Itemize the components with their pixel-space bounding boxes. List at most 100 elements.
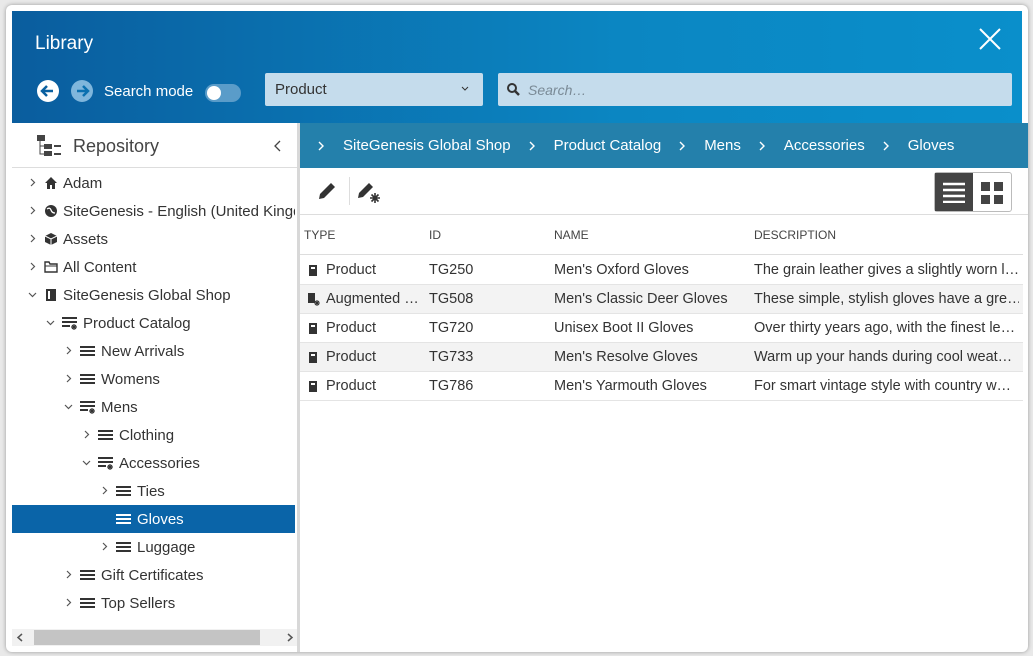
header: Library Search mode Product Search…	[12, 11, 1022, 123]
table-cell: TG720	[429, 320, 474, 336]
tree-icon	[80, 568, 96, 582]
expander	[28, 290, 38, 300]
library-dialog: Library Search mode Product Search… Repo…	[6, 5, 1028, 652]
tree-item[interactable]: Accessories	[12, 449, 295, 477]
tree-label: SiteGenesis - English (United Kingdom	[63, 202, 295, 220]
breadcrumb-item[interactable]: Product Catalog	[553, 137, 662, 154]
grid-view-button[interactable]	[981, 182, 1003, 204]
tree-item[interactable]: Womens	[12, 365, 295, 393]
tree-label: New Arrivals	[101, 342, 185, 360]
expander	[46, 318, 56, 328]
tree-item[interactable]: Assets	[12, 225, 295, 253]
table-row[interactable]: Product TG720 Unisex Boot II Gloves Over th…	[300, 314, 1023, 343]
tree-item[interactable]: Clothing	[12, 421, 295, 449]
breadcrumb-separator	[318, 141, 325, 151]
column-header[interactable]: ID	[429, 228, 441, 242]
table-cell: The grain leather gives a slightly worn …	[754, 262, 1019, 278]
list-view-button[interactable]	[935, 173, 973, 211]
search-input[interactable]: Search…	[498, 73, 1012, 106]
table-cell: Men's Resolve Gloves	[554, 349, 698, 365]
tree-label: Adam	[63, 174, 103, 192]
search-mode-label: Search mode	[104, 83, 194, 100]
sidebar-title: Repository	[73, 136, 160, 156]
dropdown-value: Product	[275, 81, 327, 98]
breadcrumb-separator	[529, 141, 536, 151]
breadcrumb-separator	[883, 141, 890, 151]
tree-label: Top Sellers	[101, 594, 176, 612]
tree-item[interactable]: Gloves	[12, 505, 295, 533]
tree-icon	[116, 512, 132, 526]
tree-item[interactable]: Gift Certificates	[12, 561, 295, 589]
tree-item[interactable]: New Arrivals	[12, 337, 295, 365]
breadcrumb-item[interactable]: Gloves	[907, 137, 955, 154]
table-cell: Product	[326, 262, 376, 278]
expander	[28, 234, 38, 244]
toolbar	[300, 168, 1028, 215]
table-cell: These simple, stylish gloves have a gre…	[754, 291, 1019, 307]
expander	[28, 178, 38, 188]
expander	[64, 346, 74, 356]
table-cell: For smart vintage style with country w…	[754, 378, 1012, 394]
table-cell: TG508	[429, 291, 474, 307]
column-header[interactable]: NAME	[554, 228, 589, 242]
tree-item[interactable]: SiteGenesis - English (United Kingdom	[12, 197, 295, 225]
forward-button[interactable]	[70, 79, 94, 103]
table-cell: Augmented …	[326, 291, 419, 307]
back-button[interactable]	[36, 79, 60, 103]
expander	[64, 374, 74, 384]
tree-item[interactable]: All Content	[12, 253, 295, 281]
tree-icon	[44, 232, 58, 246]
breadcrumb-item[interactable]: Accessories	[783, 137, 865, 154]
table: TYPE ID NAME DESCRIPTION Product TG250 Men's O…	[300, 215, 1023, 615]
type-dropdown[interactable]: Product	[265, 73, 483, 106]
table-row[interactable]: Product TG250 Men's Oxford Gloves The grain…	[300, 256, 1023, 285]
tree-label: Luggage	[137, 538, 196, 556]
tree-item[interactable]: Mens	[12, 393, 295, 421]
tree-item[interactable]: Top Sellers	[12, 589, 295, 617]
splitter[interactable]	[297, 123, 300, 652]
sidebar-header: Repository	[12, 123, 297, 168]
breadcrumb-item[interactable]: Mens	[704, 137, 741, 154]
table-cell: Men's Classic Deer Gloves	[554, 291, 728, 307]
tree-label: Ties	[137, 482, 165, 500]
table-cell: Unisex Boot II Gloves	[554, 320, 694, 336]
column-header[interactable]: TYPE	[304, 228, 336, 242]
tree-icon	[80, 400, 96, 414]
tree-label: Product Catalog	[83, 314, 191, 332]
tree-icon	[98, 428, 114, 442]
tree-label: Mens	[101, 398, 138, 416]
collapse-sidebar[interactable]	[273, 140, 283, 152]
table-cell: Product	[326, 349, 376, 365]
tree-item[interactable]: Adam	[12, 169, 295, 197]
tree-item[interactable]: SiteGenesis Global Shop	[12, 281, 295, 309]
table-row[interactable]: Augmented … TG508 Men's Classic Deer Glove…	[300, 285, 1023, 314]
tree-label: Accessories	[119, 454, 200, 472]
search-mode-toggle[interactable]	[205, 84, 241, 102]
horizontal-scrollbar[interactable]	[12, 629, 297, 646]
tree-label: SiteGenesis Global Shop	[63, 286, 231, 304]
breadcrumb: SiteGenesis Global Shop Product Catalog Me…	[300, 123, 1028, 168]
title: Library	[35, 33, 94, 54]
table-cell: Men's Oxford Gloves	[554, 262, 689, 278]
view-switch	[934, 172, 1012, 212]
table-row[interactable]: Product TG733 Men's Resolve Gloves Warm up …	[300, 343, 1023, 372]
table-row[interactable]: Product TG786 Men's Yarmouth Gloves For sma…	[300, 372, 1023, 401]
expander	[64, 570, 74, 580]
tree-item[interactable]: Product Catalog	[12, 309, 295, 337]
edit-button[interactable]	[316, 180, 338, 202]
header-divider	[300, 254, 1023, 255]
tree-icon	[80, 344, 96, 358]
tree-label: Womens	[101, 370, 160, 388]
tree-item[interactable]: Luggage	[12, 533, 295, 561]
breadcrumb-item[interactable]: SiteGenesis Global Shop	[343, 137, 511, 154]
close-button[interactable]	[978, 27, 1002, 51]
tree-icon	[116, 540, 132, 554]
edit-augmented-button[interactable]	[356, 180, 382, 204]
tree-icon	[44, 204, 58, 218]
column-header[interactable]: DESCRIPTION	[754, 228, 837, 242]
tree-label: Assets	[63, 230, 109, 248]
tree-label: Gift Certificates	[101, 566, 204, 584]
expander	[64, 402, 74, 412]
tree-item[interactable]: Ties	[12, 477, 295, 505]
